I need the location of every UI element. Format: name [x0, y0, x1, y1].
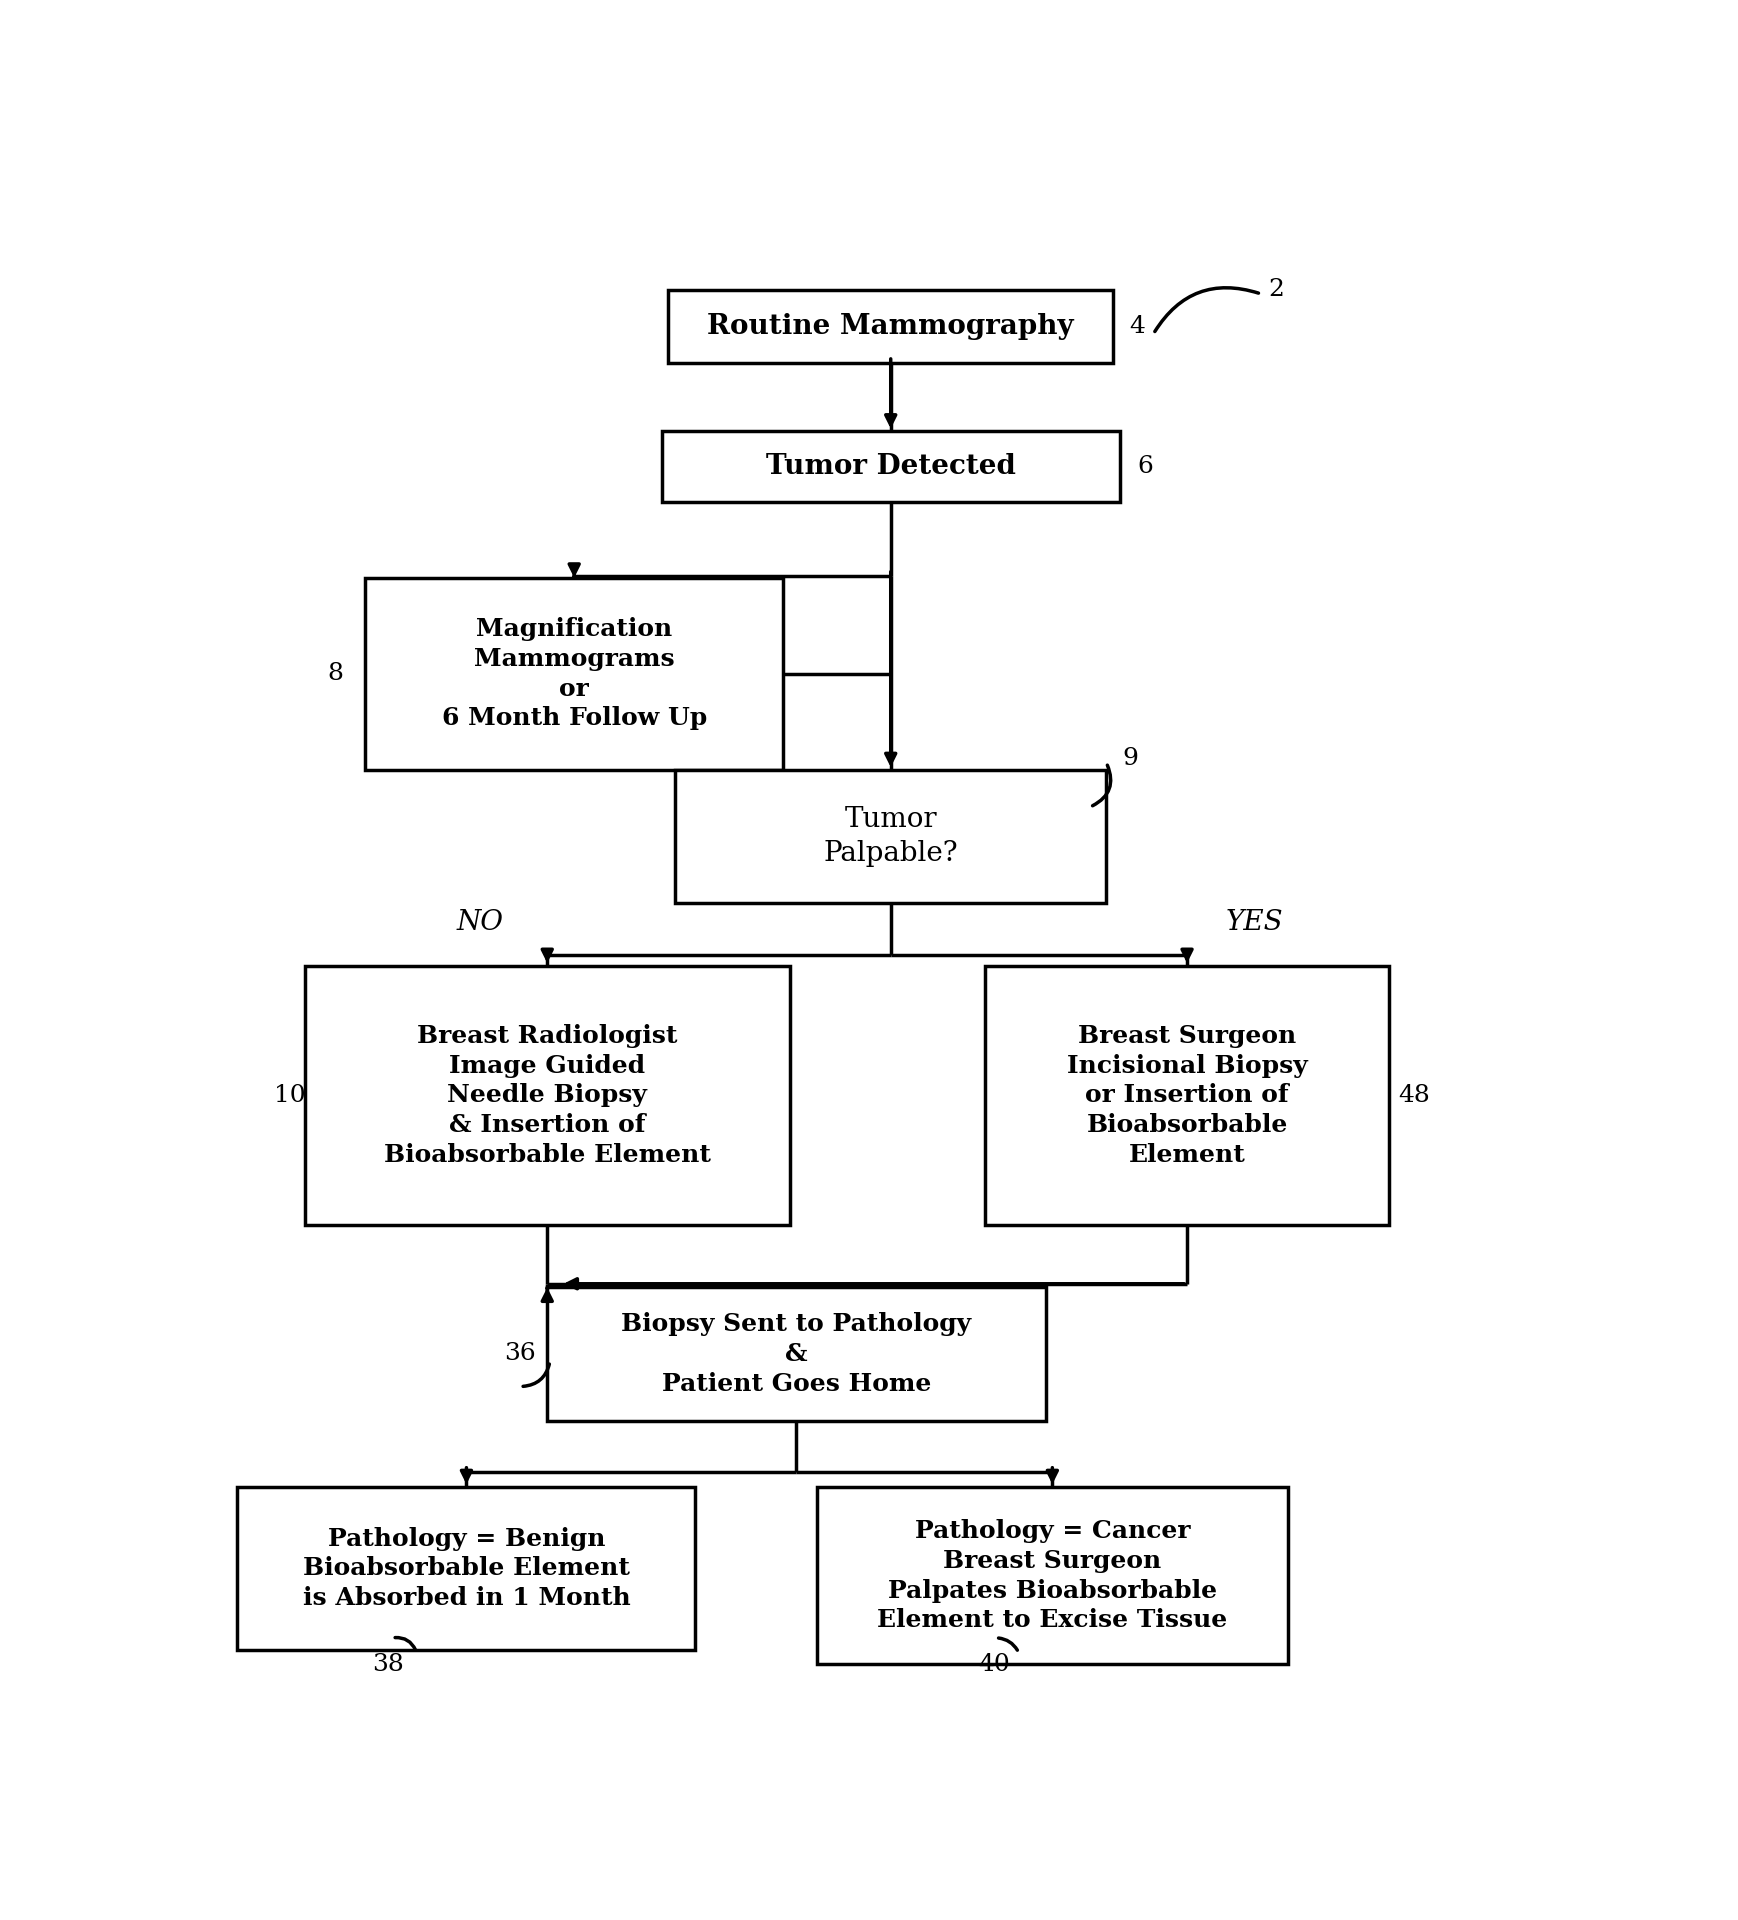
FancyBboxPatch shape [662, 432, 1119, 503]
Text: 6: 6 [1137, 455, 1152, 478]
FancyBboxPatch shape [304, 966, 789, 1225]
FancyBboxPatch shape [238, 1488, 695, 1649]
Text: 9: 9 [1123, 747, 1138, 770]
Text: NO: NO [457, 908, 504, 935]
Text: Breast Radiologist
Image Guided
Needle Biopsy
& Insertion of
Bioabsorbable Eleme: Breast Radiologist Image Guided Needle B… [384, 1023, 711, 1167]
Text: 8: 8 [328, 662, 344, 685]
Text: Biopsy Sent to Pathology
&
Patient Goes Home: Biopsy Sent to Pathology & Patient Goes … [622, 1311, 972, 1396]
FancyBboxPatch shape [669, 290, 1112, 363]
FancyBboxPatch shape [985, 966, 1389, 1225]
Text: Breast Surgeon
Incisional Biopsy
or Insertion of
Bioabsorbable
Element: Breast Surgeon Incisional Biopsy or Inse… [1067, 1023, 1307, 1167]
Text: 36: 36 [504, 1342, 535, 1365]
Text: 48: 48 [1399, 1083, 1430, 1106]
Text: 2: 2 [1269, 278, 1284, 301]
Text: Tumor Detected: Tumor Detected [766, 453, 1015, 480]
Text: Pathology = Benign
Bioabsorbable Element
is Absorbed in 1 Month: Pathology = Benign Bioabsorbable Element… [302, 1526, 631, 1611]
Text: Magnification
Mammograms
or
6 Month Follow Up: Magnification Mammograms or 6 Month Foll… [441, 618, 707, 730]
Text: 40: 40 [978, 1653, 1010, 1676]
FancyBboxPatch shape [365, 578, 782, 770]
Text: 4: 4 [1130, 315, 1145, 338]
Text: Pathology = Cancer
Breast Surgeon
Palpates Bioabsorbable
Element to Excise Tissu: Pathology = Cancer Breast Surgeon Palpat… [878, 1519, 1227, 1632]
Text: YES: YES [1225, 908, 1283, 935]
FancyBboxPatch shape [547, 1288, 1046, 1421]
Text: Tumor
Palpable?: Tumor Palpable? [824, 806, 958, 866]
Text: 38: 38 [372, 1653, 403, 1676]
FancyBboxPatch shape [674, 770, 1107, 902]
FancyBboxPatch shape [817, 1488, 1288, 1665]
Text: Routine Mammography: Routine Mammography [707, 313, 1074, 340]
Text: 10: 10 [275, 1083, 306, 1106]
